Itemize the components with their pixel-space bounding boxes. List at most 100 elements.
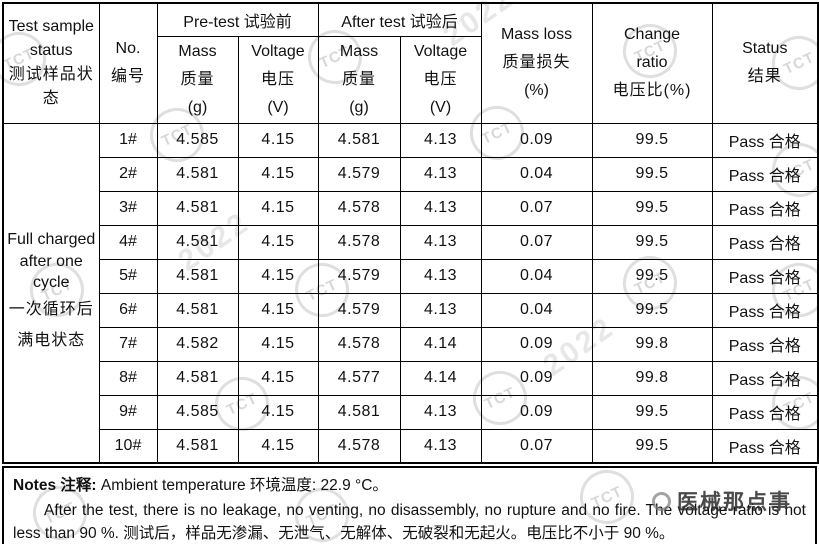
cell-change-ratio: 99.5 bbox=[591, 428, 713, 464]
cell-status: Pass 合格 bbox=[711, 224, 819, 260]
cell-post-mass: 4.577 bbox=[317, 360, 401, 396]
cell-post-voltage: 4.13 bbox=[399, 122, 482, 158]
cell-post-mass: 4.581 bbox=[317, 122, 401, 158]
cell-post-mass: 4.581 bbox=[317, 394, 401, 430]
cell-change-ratio: 99.5 bbox=[591, 258, 713, 294]
header-no: No. 编号 bbox=[98, 2, 158, 124]
cell-pre-mass: 4.585 bbox=[156, 394, 239, 430]
cell-mass-loss: 0.04 bbox=[480, 258, 593, 294]
cell-status: Pass 合格 bbox=[711, 326, 819, 362]
header-pre-mass-unit: (g) bbox=[187, 98, 208, 116]
cell-post-voltage: 4.13 bbox=[399, 258, 482, 294]
header-post-voltage-unit: (V) bbox=[429, 98, 452, 116]
cell-pre-mass: 4.581 bbox=[156, 258, 239, 294]
cell-status: Pass 合格 bbox=[711, 258, 819, 294]
cell-mass-loss: 0.09 bbox=[480, 326, 593, 362]
cell-pre-voltage: 4.15 bbox=[237, 292, 319, 328]
sample-status-zh: 一次循环后满电状态 bbox=[8, 300, 94, 350]
table-row: 10# 4.581 4.15 4.578 4.13 0.07 99.5 Pass… bbox=[3, 428, 819, 464]
header-status: Status 结果 bbox=[711, 2, 819, 124]
cell-post-mass: 4.578 bbox=[317, 190, 401, 226]
cell-post-mass: 4.578 bbox=[317, 224, 401, 260]
cell-pre-mass: 4.581 bbox=[156, 292, 239, 328]
cell-status: Pass 合格 bbox=[711, 156, 819, 192]
cell-post-voltage: 4.13 bbox=[399, 428, 482, 464]
cell-pre-voltage: 4.15 bbox=[237, 326, 319, 362]
sample-status-en: Full charged after one cycle bbox=[7, 231, 96, 292]
cell-status: Pass 合格 bbox=[711, 428, 819, 464]
table-row: 9# 4.585 4.15 4.581 4.13 0.09 99.5 Pass … bbox=[3, 394, 819, 430]
notes-label: Notes 注释: bbox=[13, 477, 97, 494]
cell-status: Pass 合格 bbox=[711, 394, 819, 430]
cell-mass-loss: 0.04 bbox=[480, 292, 593, 328]
cell-status: Pass 合格 bbox=[711, 292, 819, 328]
table-row: 3# 4.581 4.15 4.578 4.13 0.07 99.5 Pass … bbox=[3, 190, 819, 226]
cell-no: 1# bbox=[98, 122, 158, 158]
header-no-zh: 编号 bbox=[110, 68, 145, 86]
cell-post-mass: 4.578 bbox=[317, 428, 401, 464]
cell-mass-loss: 0.07 bbox=[480, 428, 593, 464]
cell-pre-mass: 4.585 bbox=[156, 122, 239, 158]
table-row: Full charged after one cycle 一次循环后满电状态 1… bbox=[2, 122, 819, 464]
table-row: 5# 4.581 4.15 4.579 4.13 0.04 99.5 Pass … bbox=[3, 258, 819, 294]
header-mass-loss-zh: 质量损失 bbox=[502, 54, 571, 72]
cell-post-mass: 4.579 bbox=[317, 292, 401, 328]
header-after-test-group: After test 试验后 bbox=[317, 2, 482, 37]
cell-post-voltage: 4.14 bbox=[399, 360, 482, 396]
table-row: 8# 4.581 4.15 4.577 4.14 0.09 99.8 Pass … bbox=[3, 360, 819, 396]
cell-post-voltage: 4.14 bbox=[399, 326, 482, 362]
cell-mass-loss: 0.07 bbox=[480, 190, 593, 226]
cell-pre-mass: 4.581 bbox=[156, 360, 239, 396]
header-post-voltage: Voltage 电压 (V) bbox=[399, 35, 482, 124]
header-status-en: Status bbox=[742, 40, 788, 58]
header-post-mass-en: Mass bbox=[339, 42, 379, 60]
cell-pre-mass: 4.581 bbox=[156, 156, 239, 192]
cell-change-ratio: 99.5 bbox=[591, 156, 713, 192]
cell-no: 9# bbox=[98, 394, 158, 430]
header-post-mass: Mass 质量 (g) bbox=[317, 35, 401, 124]
test-results-table: Test sample status 测试样品状态 No. 编号 Pre-tes… bbox=[2, 2, 819, 464]
table-row: 4# 4.581 4.15 4.578 4.13 0.07 99.5 Pass … bbox=[3, 224, 819, 260]
header-change-ratio-zh: 电压比(%) bbox=[612, 82, 692, 100]
header-sample-status: Test sample status 测试样品状态 bbox=[2, 2, 100, 124]
cell-pre-mass: 4.581 bbox=[156, 224, 239, 260]
cell-pre-voltage: 4.15 bbox=[237, 156, 319, 192]
cell-mass-loss: 0.09 bbox=[480, 122, 593, 158]
header-sample-status-en: Test sample status bbox=[8, 18, 94, 60]
cell-pre-mass: 4.581 bbox=[156, 190, 239, 226]
cell-change-ratio: 99.5 bbox=[591, 394, 713, 430]
header-post-mass-unit: (g) bbox=[349, 98, 369, 116]
cell-mass-loss: 0.09 bbox=[480, 360, 593, 396]
header-change-ratio-en: Change ratio bbox=[623, 26, 681, 72]
cell-post-mass: 4.578 bbox=[317, 326, 401, 362]
cell-no: 5# bbox=[98, 258, 158, 294]
header-pre-mass: Mass 质量 (g) bbox=[156, 35, 239, 124]
header-post-voltage-en: Voltage bbox=[413, 42, 468, 60]
header-change-ratio: Change ratio 电压比(%) bbox=[591, 2, 713, 124]
cell-pre-voltage: 4.15 bbox=[237, 428, 319, 464]
cell-status: Pass 合格 bbox=[711, 122, 819, 158]
cell-mass-loss: 0.07 bbox=[480, 224, 593, 260]
cell-no: 3# bbox=[98, 190, 158, 226]
header-pre-voltage-zh: 电压 bbox=[260, 70, 295, 88]
cell-change-ratio: 99.8 bbox=[591, 360, 713, 396]
cell-post-mass: 4.579 bbox=[317, 258, 401, 294]
header-pre-voltage-en: Voltage bbox=[251, 42, 305, 60]
cell-mass-loss: 0.04 bbox=[480, 156, 593, 192]
cell-change-ratio: 99.5 bbox=[591, 292, 713, 328]
table-row: 6# 4.581 4.15 4.579 4.13 0.04 99.5 Pass … bbox=[3, 292, 819, 328]
cell-status: Pass 合格 bbox=[711, 190, 819, 226]
cell-mass-loss: 0.09 bbox=[480, 394, 593, 430]
cell-no: 4# bbox=[98, 224, 158, 260]
header-pre-mass-zh: 质量 bbox=[180, 70, 215, 88]
cell-pre-voltage: 4.15 bbox=[237, 360, 319, 396]
cell-post-voltage: 4.13 bbox=[399, 394, 482, 430]
notes-section: Notes 注释: Ambient temperature 环境温度: 22.9… bbox=[2, 466, 817, 544]
notes-line1: Notes 注释: Ambient temperature 环境温度: 22.9… bbox=[13, 475, 806, 497]
header-mass-loss-unit: (%) bbox=[524, 82, 549, 100]
cell-no: 6# bbox=[98, 292, 158, 328]
header-post-mass-zh: 质量 bbox=[341, 70, 376, 88]
header-sample-status-zh: 测试样品状态 bbox=[8, 66, 94, 108]
cell-status: Pass 合格 bbox=[711, 360, 819, 396]
